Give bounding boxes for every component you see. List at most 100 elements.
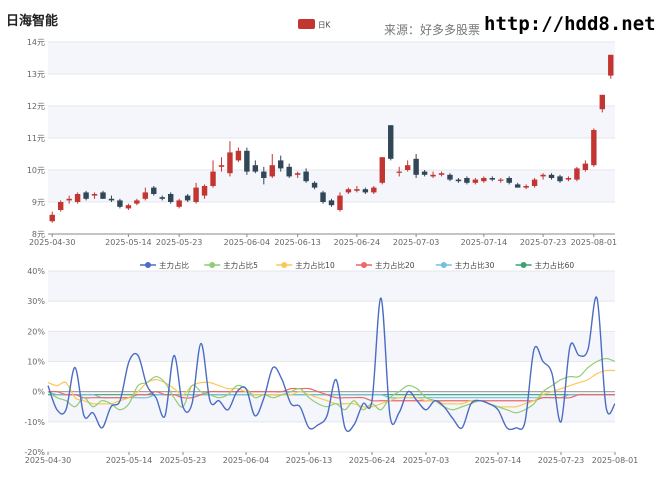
candle-body	[193, 187, 199, 202]
candle-body	[447, 174, 453, 180]
candle-body	[227, 152, 233, 174]
candle-body	[83, 192, 89, 199]
candle-body	[464, 178, 470, 183]
x-tick-label: 2025-06-13	[286, 456, 333, 465]
x-tick-label: 2025-05-23	[156, 238, 203, 247]
legend-swatch-candle[interactable]	[298, 19, 315, 29]
grid-band	[48, 331, 615, 362]
x-tick-label: 2025-06-24	[349, 456, 396, 465]
candle-body	[244, 150, 250, 172]
grid-band	[48, 106, 615, 138]
candle-body	[421, 171, 428, 175]
x-tick-label: 2025-05-14	[105, 238, 152, 247]
legend-dot[interactable]	[281, 262, 288, 268]
x-tick-label: 2025-07-03	[393, 238, 440, 247]
x-tick-label: 2025-06-13	[274, 238, 321, 247]
y-tick-label: 9元	[32, 198, 45, 207]
candle-body	[413, 158, 419, 175]
candle-body	[125, 205, 132, 209]
candle-body	[57, 202, 64, 210]
y-tick-label: 10%	[27, 358, 45, 367]
series-line	[47, 296, 616, 432]
y-tick-label: 13元	[27, 70, 45, 79]
y-tick-label: 10元	[27, 166, 45, 175]
candle-body	[176, 200, 182, 207]
y-tick-label: 11元	[27, 134, 45, 143]
grid-band	[48, 42, 615, 74]
candle-body	[151, 187, 157, 194]
candle-body	[565, 178, 572, 180]
candle-body	[210, 171, 216, 186]
candle-body	[320, 192, 326, 202]
x-tick-label: 2025-05-14	[106, 456, 153, 465]
x-tick-label: 2025-06-04	[223, 456, 270, 465]
y-tick-label: 30%	[27, 297, 45, 306]
candle-body	[345, 189, 352, 193]
candle-body	[455, 179, 462, 182]
legend-dot[interactable]	[440, 262, 447, 268]
candle-body	[278, 160, 284, 169]
candle-body	[311, 182, 318, 188]
candle-body	[548, 174, 555, 178]
candle-body	[531, 179, 538, 186]
legend-dot[interactable]	[209, 262, 216, 268]
x-tick-label: 2025-08-01	[571, 238, 618, 247]
candle-body	[523, 186, 529, 188]
x-tick-label: 2025-07-14	[475, 456, 522, 465]
x-tick-label: 2025-07-14	[461, 238, 508, 247]
candle-body	[218, 165, 225, 167]
legend-dot[interactable]	[145, 262, 151, 268]
x-tick-label: 2025-07-03	[403, 456, 450, 465]
candle-body	[574, 168, 580, 180]
legend-label-candle: 日K	[318, 21, 331, 30]
stock-title: 日海智能	[6, 14, 59, 29]
candle-body	[337, 195, 343, 210]
candle-body	[379, 157, 385, 183]
x-tick-label: 2025-06-24	[334, 238, 381, 247]
y-tick-label: 14元	[27, 38, 45, 47]
legend-label: 主力占比20	[375, 260, 415, 270]
candle-body	[252, 165, 259, 172]
candle-body	[404, 165, 411, 170]
x-tick-label: 2025-05-23	[160, 456, 207, 465]
legend-dot[interactable]	[520, 262, 527, 268]
x-tick-label: 2025-04-30	[29, 238, 76, 247]
y-tick-label: 40%	[27, 267, 45, 276]
candle-body	[481, 178, 487, 182]
candle-body	[286, 166, 292, 177]
candle-body	[557, 176, 563, 182]
grid-band	[48, 170, 615, 202]
candle-body	[184, 195, 191, 201]
legend-label: 主力占比	[159, 260, 189, 270]
y-tick-label: 8元	[32, 230, 45, 239]
x-tick-label: 2025-04-30	[25, 456, 72, 465]
candle-body	[498, 179, 504, 181]
legend-dot[interactable]	[361, 262, 367, 268]
candle-body	[49, 214, 55, 222]
candle-body	[108, 198, 115, 201]
source-label: 来源：好多多股票	[384, 23, 481, 37]
candle-body	[168, 194, 174, 202]
y-tick-label: 12元	[27, 102, 45, 111]
x-tick-label: 2025-08-01	[592, 456, 639, 465]
x-tick-label: 2025-06-04	[224, 238, 271, 247]
y-tick-label: -20%	[24, 448, 45, 457]
candle-body	[91, 194, 98, 196]
candle-body	[362, 189, 369, 193]
candle-body	[599, 94, 606, 110]
candle-body	[396, 171, 402, 173]
candle-body	[328, 200, 335, 206]
candle-body	[438, 173, 445, 175]
candle-body	[354, 189, 360, 191]
site-url: http://hdd8.net	[484, 13, 656, 35]
x-tick-label: 2025-07-23	[520, 238, 567, 247]
candle-body	[159, 197, 165, 199]
candle-body	[371, 187, 377, 193]
candle-body	[261, 171, 267, 178]
candle-body	[303, 171, 309, 182]
candle-body	[201, 186, 208, 196]
y-tick-label: 0%	[32, 388, 45, 397]
candle-body	[269, 165, 275, 177]
candle-body	[142, 192, 149, 199]
